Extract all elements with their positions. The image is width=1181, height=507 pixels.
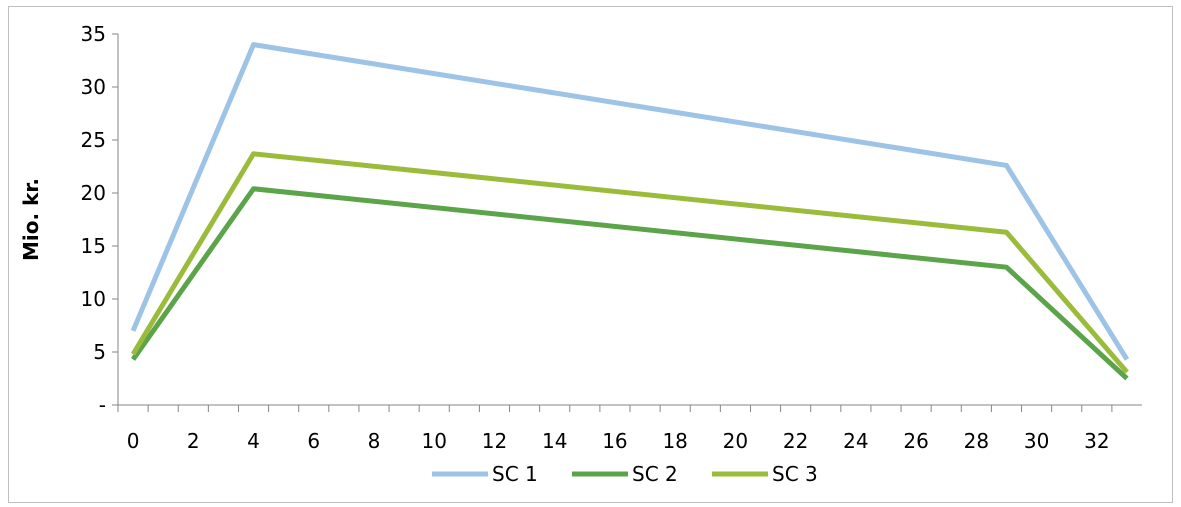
y-axis-title: Mio. kr. (19, 178, 43, 261)
x-tick-label: 28 (964, 429, 989, 453)
x-tick-label: 22 (783, 429, 808, 453)
legend-label: SC 3 (772, 462, 818, 486)
legend-label: SC 1 (492, 462, 538, 486)
x-tick-label: 6 (307, 429, 320, 453)
series-line-2 (131, 186, 1129, 381)
x-tick-label: 0 (127, 429, 140, 453)
series-line-3 (130, 151, 1129, 374)
x-tick-label: 30 (1024, 429, 1049, 453)
y-tick-label: 35 (81, 22, 106, 46)
legend: SC 1 SC 2 SC 3 (432, 462, 818, 486)
x-tick-label: 4 (247, 429, 260, 453)
y-tick-label: - (99, 393, 106, 417)
legend-label: SC 2 (632, 462, 678, 486)
legend-item-2: SC 2 (572, 462, 678, 486)
x-tick-label: 32 (1084, 429, 1109, 453)
y-tick-label: 10 (81, 287, 106, 311)
x-tick-label: 2 (187, 429, 200, 453)
x-tick-label: 20 (723, 429, 748, 453)
legend-item-1: SC 1 (432, 462, 538, 486)
x-tick-label: 26 (903, 429, 928, 453)
legend-item-3: SC 3 (712, 462, 818, 486)
chart-frame (8, 6, 1173, 503)
x-tick-label: 16 (602, 429, 627, 453)
series-line-1 (130, 42, 1130, 361)
x-tick-label: 8 (368, 429, 381, 453)
x-tick-label: 18 (662, 429, 687, 453)
y-tick-label: 5 (93, 340, 106, 364)
y-tick-label: 15 (81, 234, 106, 258)
y-tick-label: 25 (81, 128, 106, 152)
x-tick-label: 14 (542, 429, 567, 453)
series-lines (130, 42, 1130, 381)
x-tick-label: 10 (422, 429, 447, 453)
x-tick-label: 24 (843, 429, 868, 453)
y-tick-label: 30 (81, 75, 106, 99)
x-tick-label: 12 (482, 429, 507, 453)
y-tick-label: 20 (81, 181, 106, 205)
